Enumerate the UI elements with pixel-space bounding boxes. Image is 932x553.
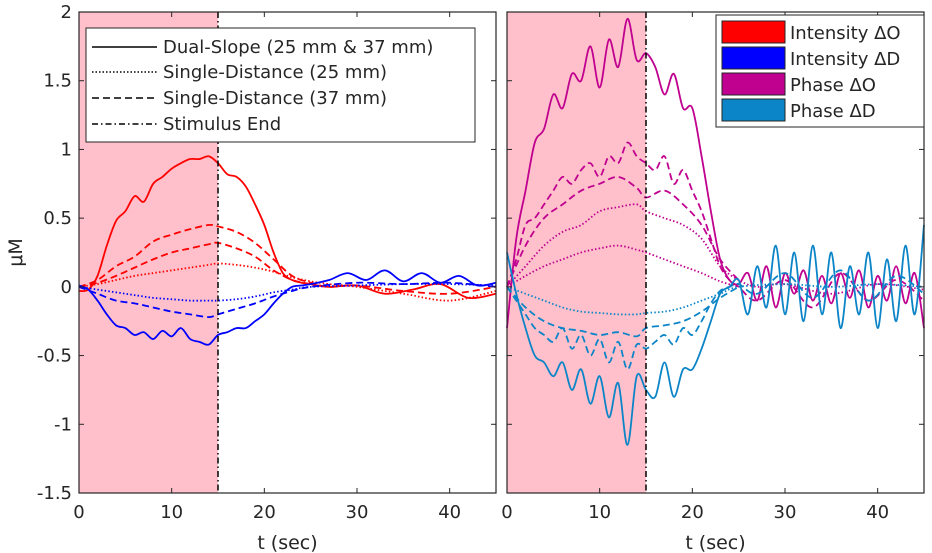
left-series-lines bbox=[78, 155, 497, 346]
y-tick-label: 1 bbox=[61, 139, 72, 160]
right-series-line-7 bbox=[506, 269, 925, 371]
right-axes-frame bbox=[506, 11, 925, 494]
right-stimulus-shade bbox=[507, 12, 646, 493]
legend-entry-single-distance-25: Single-Distance (25 mm) bbox=[163, 62, 387, 83]
legend-entry-stimulus-end: Stimulus End bbox=[163, 114, 281, 135]
right-panel: 0 10 20 30 40 t (sec) Intensity ΔO Intensity… bbox=[501, 11, 925, 553]
y-tick-label: -0.5 bbox=[37, 346, 72, 367]
x-tick-label: 30 bbox=[346, 502, 369, 523]
x-tick-label: 20 bbox=[681, 502, 704, 523]
x-tick-label: 0 bbox=[73, 502, 84, 523]
right-x-axis-label: t (sec) bbox=[685, 532, 745, 553]
right-series-line-1 bbox=[506, 203, 925, 295]
left-series-line-2 bbox=[78, 223, 497, 295]
y-tick-label: 1.5 bbox=[43, 71, 72, 92]
x-tick-label: 0 bbox=[501, 502, 512, 523]
left-axes-frame bbox=[78, 11, 497, 494]
legend-entry-intensity-do: Intensity ΔO bbox=[790, 23, 901, 44]
y-tick-label: 0 bbox=[61, 277, 72, 298]
x-tick-label: 10 bbox=[588, 502, 611, 523]
left-legend: Dual-Slope (25 mm & 37 mm) Single-Distan… bbox=[85, 27, 476, 143]
y-axis-label: μM bbox=[5, 238, 27, 266]
legend-swatch-phase-do bbox=[721, 72, 786, 96]
x-tick-label: 40 bbox=[438, 502, 461, 523]
legend-swatch-intensity-dd bbox=[721, 46, 786, 70]
legend-entry-phase-dd: Phase ΔD bbox=[790, 101, 876, 122]
left-x-axis-label: t (sec) bbox=[257, 532, 317, 553]
left-series-line-6 bbox=[78, 281, 497, 318]
left-panel: 0 10 20 30 40 -1.5 -1 -0.5 0 0.5 1 1.5 2 t (sec) μM… bbox=[5, 2, 497, 553]
left-x-ticks: 0 10 20 30 40 bbox=[73, 12, 461, 523]
right-series-line-6 bbox=[506, 283, 925, 316]
right-series-lines bbox=[506, 17, 925, 446]
x-tick-label: 40 bbox=[866, 502, 889, 523]
left-series-line-1 bbox=[78, 262, 497, 302]
legend-swatch-phase-dd bbox=[721, 98, 786, 122]
y-tick-label: -1.5 bbox=[37, 483, 72, 504]
y-tick-label: 0.5 bbox=[43, 208, 72, 229]
left-series-line-5 bbox=[78, 283, 497, 302]
legend-entry-dual-slope: Dual-Slope (25 mm & 37 mm) bbox=[163, 37, 433, 58]
x-tick-label: 10 bbox=[160, 502, 183, 523]
x-tick-label: 20 bbox=[253, 502, 276, 523]
legend-entry-single-distance-37: Single-Distance (37 mm) bbox=[163, 88, 387, 109]
left-y-ticks: -1.5 -1 -0.5 0 0.5 1 1.5 2 bbox=[37, 2, 496, 504]
legend-swatch-intensity-do bbox=[721, 20, 786, 44]
x-tick-label: 30 bbox=[774, 502, 797, 523]
y-tick-label: -1 bbox=[54, 414, 72, 435]
right-legend: Intensity ΔO Intensity ΔD Phase ΔO Phase… bbox=[715, 14, 925, 128]
right-series-line-8 bbox=[506, 286, 740, 338]
legend-entry-intensity-dd: Intensity ΔD bbox=[790, 49, 900, 70]
right-y-tick-marks bbox=[507, 11, 924, 494]
legend-entry-phase-do: Phase ΔO bbox=[790, 75, 876, 96]
right-x-ticks: 0 10 20 30 40 bbox=[501, 12, 889, 523]
right-series-line-2 bbox=[506, 244, 739, 288]
right-series-line-4 bbox=[506, 176, 740, 288]
right-series-line-5 bbox=[506, 224, 925, 446]
y-tick-label: 2 bbox=[61, 2, 72, 23]
left-series-line-4 bbox=[78, 269, 497, 346]
